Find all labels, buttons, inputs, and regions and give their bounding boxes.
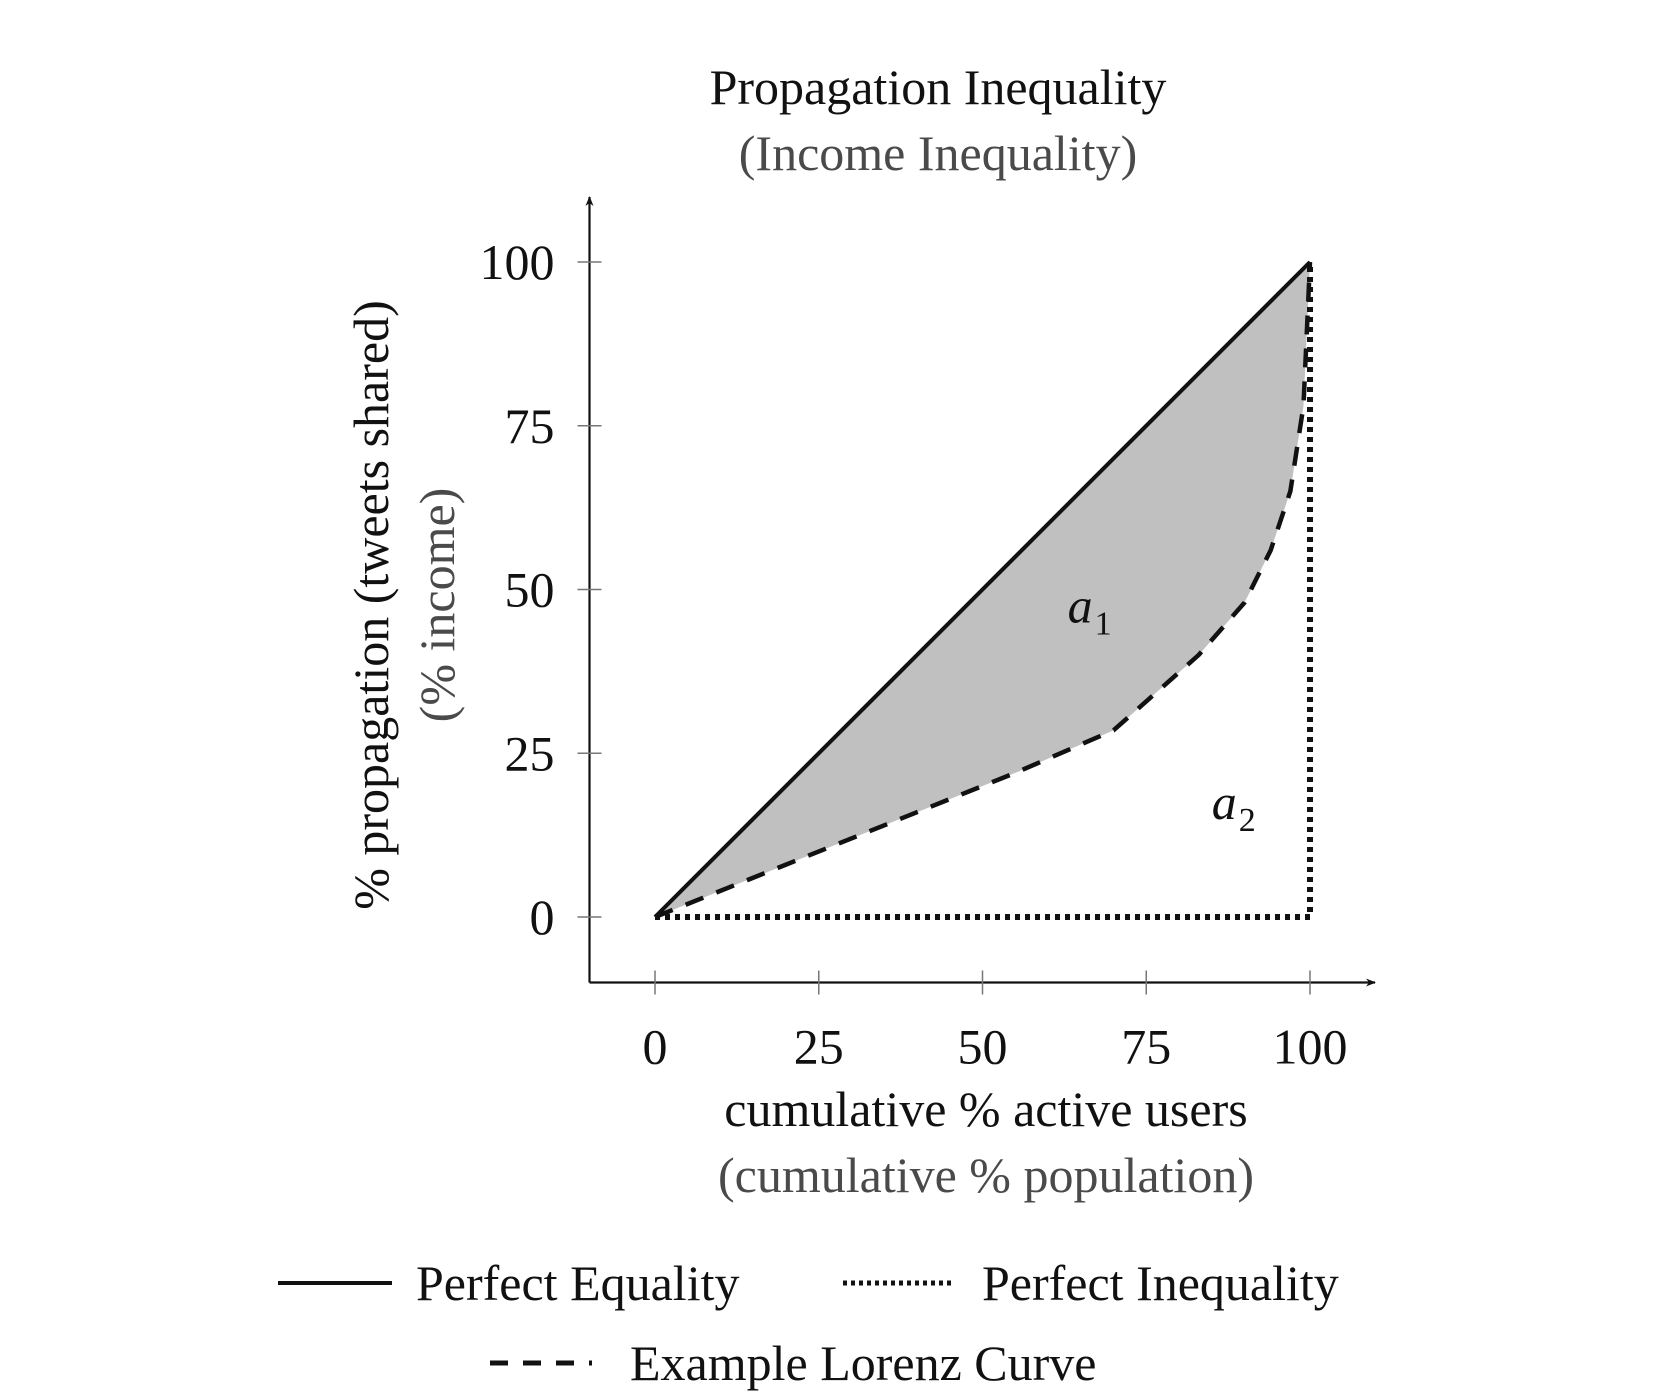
series-example-lorenz-curve xyxy=(654,261,1313,920)
y-tick-label-25: 25 xyxy=(505,725,555,781)
x-tick-label-75: 75 xyxy=(1121,1019,1171,1075)
y-tick-label-100: 100 xyxy=(480,234,555,290)
x-tick-label-50: 50 xyxy=(958,1019,1008,1075)
chart-title: Propagation Inequality xyxy=(710,59,1167,115)
axes-layer: 0 25 50 75 100 0 25 50 75 100 xyxy=(480,196,1376,1075)
area-label-subscript-1: 1 xyxy=(1095,605,1112,642)
x-axis-label: cumulative % active users xyxy=(724,1081,1247,1137)
y-axis-label: % propagation (tweets shared) xyxy=(343,300,399,910)
y-tick-label-50: 50 xyxy=(505,562,555,618)
legend-label-lorenz-curve: Example Lorenz Curve xyxy=(630,1335,1096,1391)
legend-label-perfect-inequality: Perfect Inequality xyxy=(982,1255,1339,1311)
x-tick-label-0: 0 xyxy=(643,1019,668,1075)
y-tick-label-0: 0 xyxy=(530,889,555,945)
area-label-a2: a2 xyxy=(1212,774,1256,839)
legend: Perfect Equality Perfect Inequality Exam… xyxy=(278,1255,1339,1391)
y-axis-sublabel: (% income) xyxy=(409,488,465,723)
chart-subtitle: (Income Inequality) xyxy=(739,125,1137,181)
x-tick-label-25: 25 xyxy=(794,1019,844,1075)
y-tick-label-75: 75 xyxy=(505,398,555,454)
legend-label-perfect-equality: Perfect Equality xyxy=(416,1255,740,1311)
series-perfect-equality xyxy=(653,260,1312,919)
series-perfect-inequality xyxy=(655,262,1313,920)
x-tick-label-100: 100 xyxy=(1273,1019,1348,1075)
series-layer xyxy=(653,260,1313,920)
x-axis-sublabel: (cumulative % population) xyxy=(718,1147,1254,1203)
area-label-subscript-2: 2 xyxy=(1239,802,1256,839)
